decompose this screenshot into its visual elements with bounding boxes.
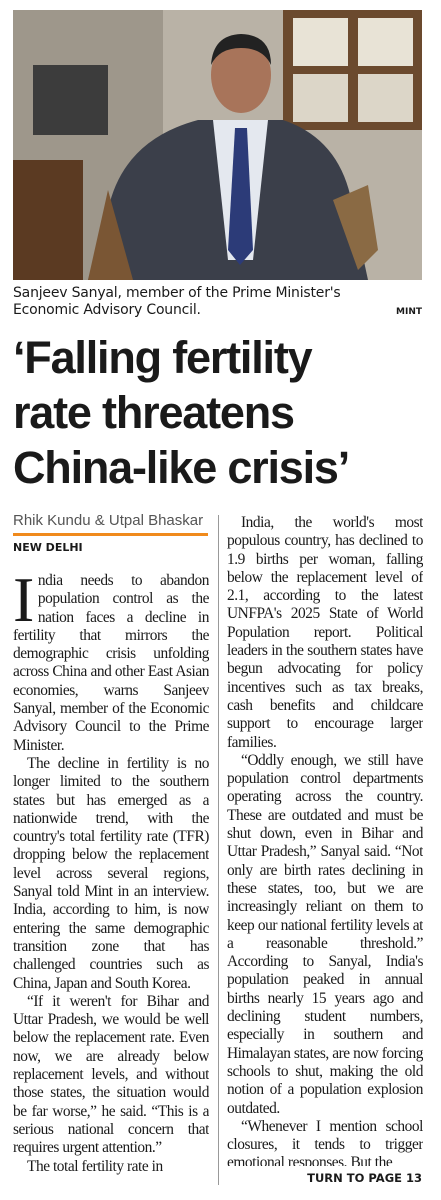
paragraph: “Whenever I mention school closures, it … bbox=[227, 1117, 423, 1166]
byline-rule bbox=[13, 533, 208, 536]
headline: ‘Falling fertility rate threatens China-… bbox=[13, 330, 350, 495]
headline-line: ‘Falling fertility bbox=[13, 332, 313, 383]
paragraph: India needs to abandon population contro… bbox=[13, 572, 209, 754]
photo-credit: MINT bbox=[396, 307, 422, 317]
photo-caption: Sanjeev Sanyal, member of the Prime Mini… bbox=[13, 285, 341, 318]
column: India, the world's most populous country… bbox=[227, 514, 423, 1166]
column: India needs to abandon population contro… bbox=[13, 572, 209, 1184]
headline-line: China-like crisis’ bbox=[13, 442, 350, 493]
paragraph: The total fertility rate in bbox=[27, 1157, 163, 1175]
jump-line: TURN TO PAGE 13 bbox=[307, 1171, 422, 1185]
dateline: NEW DELHI bbox=[13, 541, 83, 554]
column-divider bbox=[218, 515, 219, 1185]
byline: Rhik Kundu & Utpal Bhaskar bbox=[13, 512, 204, 529]
photo bbox=[13, 10, 422, 280]
paragraph: “If it weren't for Bihar and Uttar Prade… bbox=[13, 992, 209, 1157]
paragraph: The decline in fertility is no longer li… bbox=[13, 754, 209, 992]
paragraph: “Oddly enough, we still have population … bbox=[227, 751, 423, 1117]
paragraph: India, the world's most populous country… bbox=[227, 514, 423, 751]
headline-line: rate threatens bbox=[13, 387, 295, 438]
